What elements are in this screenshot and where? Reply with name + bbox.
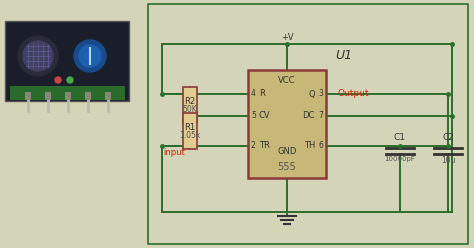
Text: 10u: 10u	[441, 156, 455, 165]
Circle shape	[74, 40, 106, 72]
Text: DC: DC	[302, 112, 315, 121]
Circle shape	[67, 77, 73, 83]
Text: CV: CV	[259, 112, 271, 121]
FancyBboxPatch shape	[148, 4, 468, 244]
Circle shape	[23, 41, 53, 71]
Text: 5: 5	[251, 112, 256, 121]
Circle shape	[18, 36, 58, 76]
Bar	[183, 87, 197, 123]
Text: C1: C1	[394, 133, 406, 142]
Bar	[105, 92, 111, 100]
Text: R1: R1	[184, 124, 196, 132]
Text: 50K: 50K	[182, 105, 197, 115]
Text: +V: +V	[281, 33, 293, 42]
FancyBboxPatch shape	[248, 70, 326, 178]
Bar	[65, 92, 71, 100]
Text: R: R	[259, 90, 265, 98]
Text: GND: GND	[277, 147, 297, 156]
Text: Q: Q	[309, 90, 315, 98]
Text: 7: 7	[318, 112, 323, 121]
Bar	[45, 92, 51, 100]
Text: 555: 555	[278, 162, 296, 172]
Text: 2: 2	[251, 142, 256, 151]
Text: TH: TH	[304, 142, 315, 151]
Bar	[85, 92, 91, 100]
FancyBboxPatch shape	[5, 21, 129, 101]
Circle shape	[55, 77, 61, 83]
Text: 10000pF: 10000pF	[384, 156, 415, 162]
Bar	[10, 86, 125, 100]
Text: VCC: VCC	[278, 76, 296, 85]
Text: R2: R2	[184, 97, 196, 106]
Bar	[25, 92, 31, 100]
Text: 4: 4	[251, 90, 256, 98]
Text: input: input	[163, 148, 185, 157]
Text: Output: Output	[338, 90, 370, 98]
Bar	[183, 113, 197, 149]
Text: 1.05k: 1.05k	[179, 131, 201, 141]
Text: 3: 3	[318, 90, 323, 98]
Text: TR: TR	[259, 142, 270, 151]
Text: 6: 6	[318, 142, 323, 151]
Text: U1: U1	[336, 49, 353, 62]
Circle shape	[79, 45, 101, 67]
Text: C2: C2	[442, 133, 454, 142]
